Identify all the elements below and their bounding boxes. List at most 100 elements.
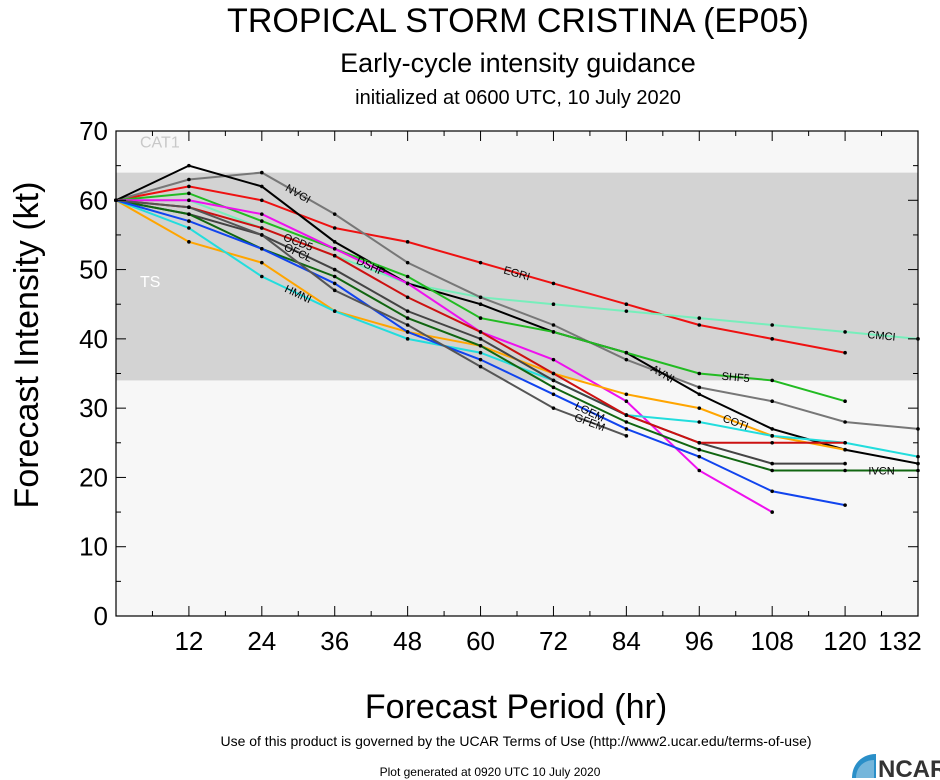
series-point-egri <box>551 281 556 286</box>
series-point-avni <box>770 427 774 431</box>
series-point-nvgi <box>624 357 629 362</box>
series-point-gfem <box>332 288 337 293</box>
ncar-logo-icon <box>852 754 876 778</box>
series-point-egri <box>843 350 847 355</box>
series-line-ivcn <box>115 199 918 472</box>
series-point-shf5 <box>624 350 629 355</box>
series-point-coti <box>187 240 191 244</box>
series-point-egri <box>697 323 702 327</box>
series-point-nvgi <box>697 385 702 390</box>
series-point-dshp <box>405 281 410 286</box>
series-point-ocd5 <box>551 371 556 376</box>
x-tick-label: 120 <box>823 626 866 656</box>
x-tick-label: 24 <box>247 626 276 656</box>
series-point-gfem <box>187 205 191 210</box>
ncar-logo-text: NCAR <box>878 756 940 780</box>
series-point-egri <box>624 302 629 307</box>
series-point-egri <box>260 198 264 203</box>
series-point-hmni <box>187 226 191 230</box>
series-point-shf5 <box>478 316 483 320</box>
series-point-nvgi <box>405 260 410 265</box>
x-tick-label: 48 <box>393 626 422 656</box>
series-point-nvgi <box>187 177 191 182</box>
series-point-lgem <box>260 246 264 251</box>
series-point-ivcn <box>770 468 774 473</box>
series-point-hmni <box>770 434 774 438</box>
series-point-hmni <box>697 420 702 424</box>
series-line-cmci <box>116 199 919 340</box>
series-point-lgem <box>187 219 191 223</box>
series-point-shf5 <box>551 330 556 334</box>
series-point-shf5 <box>770 378 774 383</box>
series-point-ocd5 <box>697 440 702 445</box>
series-point-avni <box>187 163 191 168</box>
series-point-ivcn <box>332 274 337 279</box>
series-point-nvgi <box>260 170 264 175</box>
series-point-gfem <box>260 233 264 237</box>
series-point-gfem <box>624 434 629 438</box>
series-point-lgem <box>478 357 483 362</box>
band-label-ts: TS <box>140 274 160 291</box>
series-point-shf5 <box>260 219 264 223</box>
series-point-ocd5 <box>624 413 629 417</box>
x-tick-label: 108 <box>750 626 793 656</box>
series-point-nvgi <box>332 212 337 216</box>
series-point-nvgi <box>843 420 847 424</box>
band-label-cat1: CAT1 <box>140 135 180 152</box>
y-tick-label: 40 <box>79 324 108 354</box>
x-tick-label: 84 <box>612 626 641 656</box>
y-tick-label: 50 <box>79 255 108 285</box>
y-tick-label: 30 <box>79 393 108 423</box>
x-axis-label: Forecast Period (hr) <box>365 688 667 726</box>
series-point-egri <box>478 260 483 265</box>
x-tick-label: 60 <box>466 626 495 656</box>
series-point-shf5 <box>843 399 847 404</box>
series-point-cmci <box>843 330 847 334</box>
series-point-dshp <box>770 510 774 514</box>
y-tick-label: 10 <box>79 532 108 562</box>
series-point-ocd5 <box>260 226 264 230</box>
series-label-ivcn: IVCN <box>868 466 894 478</box>
chart-title: TROPICAL STORM CRISTINA (EP05) <box>227 2 809 40</box>
series-point-gfem <box>405 323 410 327</box>
series-point-ocd5 <box>332 253 337 258</box>
series-point-lgem <box>332 281 337 286</box>
series-point-gfem <box>551 406 556 410</box>
series-point-ivcn <box>697 447 702 452</box>
series-point-ofcl <box>332 267 337 272</box>
series-point-ocd5 <box>405 295 410 300</box>
series-point-shf5 <box>187 191 191 196</box>
series-point-lgem <box>405 330 410 334</box>
series-point-dshp <box>697 468 702 473</box>
series-point-ofcl <box>843 461 847 466</box>
series-point-egri <box>405 240 410 244</box>
series-point-cmci <box>551 302 556 307</box>
series-point-ofcl <box>770 461 774 466</box>
series-point-ocd5 <box>478 330 483 334</box>
series-point-lgem <box>770 489 774 494</box>
chart-subtitle: Early-cycle intensity guidance <box>340 48 696 78</box>
series-point-dshp <box>260 212 264 216</box>
series-point-ocd5 <box>770 440 774 445</box>
series-point-gfem <box>478 364 483 369</box>
series-point-lgem <box>697 454 702 459</box>
series-point-dshp <box>551 357 556 362</box>
series-point-avni <box>332 240 337 244</box>
series-point-ofcl <box>551 378 556 383</box>
series-point-lgem <box>551 392 556 397</box>
series-point-dshp <box>332 246 337 251</box>
series-point-egri <box>770 337 774 341</box>
series-point-shf5 <box>697 371 702 376</box>
series-point-ivcn <box>478 343 483 348</box>
series-point-cmci <box>697 316 702 320</box>
series-point-ofcl <box>478 337 483 341</box>
series-point-ivcn <box>551 385 556 390</box>
series-label-shf5: SHF5 <box>721 371 750 386</box>
terms-of-use: Use of this product is governed by the U… <box>220 733 811 749</box>
series-point-avni <box>697 392 702 397</box>
y-tick-label: 70 <box>79 116 108 146</box>
plot-generated: Plot generated at 0920 UTC 10 July 2020 <box>380 765 601 779</box>
series-point-egri <box>187 184 191 189</box>
x-tick-label: 12 <box>174 626 203 656</box>
